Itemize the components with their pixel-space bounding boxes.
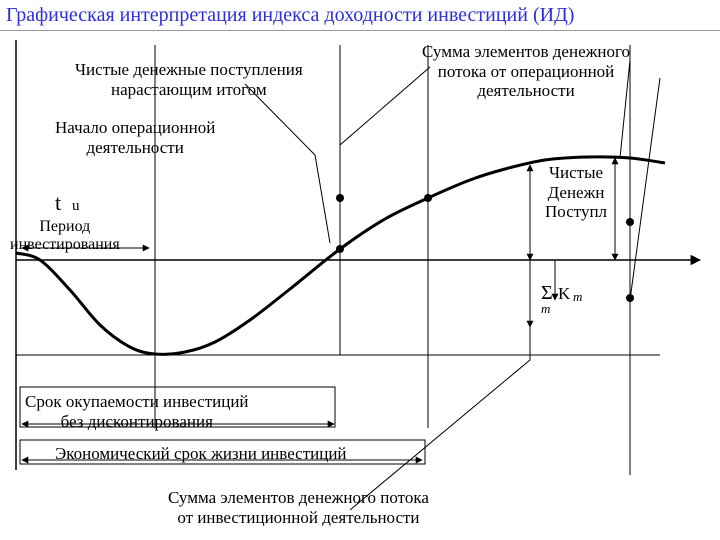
label-l5: Сумма элементов денежногопотока от опера…	[422, 42, 630, 101]
label-l4: Периодинвестирования	[10, 218, 120, 255]
label-l9: Экономический срок жизни инвестиций	[55, 444, 347, 464]
label-l7b: K	[558, 284, 570, 304]
label-l7d: m	[541, 302, 550, 317]
label-l7c: m	[573, 290, 582, 305]
label-l1: Чистые денежные поступлениянарастающим и…	[75, 60, 303, 99]
label-l8: Срок окупаемости инвестицийбез дисконтир…	[25, 392, 249, 431]
label-l3a: t	[55, 190, 61, 215]
label-l6: ЧистыеДенежнПоступл	[545, 163, 607, 222]
label-l3b: u	[72, 198, 80, 215]
label-l10: Сумма элементов денежного потокаот инвес…	[168, 488, 429, 527]
label-l2: Начало операционнойдеятельности	[55, 118, 215, 157]
